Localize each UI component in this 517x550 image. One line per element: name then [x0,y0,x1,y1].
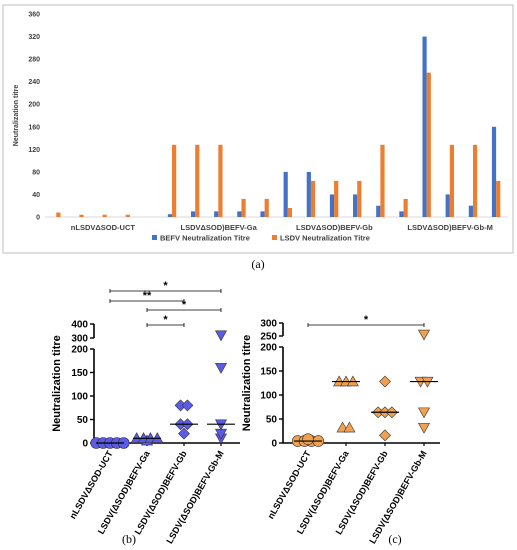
group-label: nLSDVΔSOD-UCT [71,223,136,232]
y-tick-label: 240 [28,79,40,86]
bar-befv [306,171,311,217]
data-point [178,427,190,440]
data-point [214,363,228,374]
bar-lsdv [403,198,408,217]
bar-lsdv [79,214,84,217]
y-tick-label: 320 [28,34,40,41]
y-tick-label: 100 [260,391,277,402]
data-point [379,375,391,388]
bar-befv [260,211,265,217]
group-label: LSDVΔSOD)BEFV-Gb-M [407,223,492,232]
y-tick-label: 200 [71,345,88,356]
y-tick-label: 300 [260,319,277,330]
y-axis-title: Neutralization titre [13,85,20,147]
significance-label: * [364,314,369,326]
bar-lsdv [449,144,455,217]
bar-lsdv [426,72,431,218]
bar-lsdv [472,144,478,217]
data-point [181,399,194,412]
bar-lsdv [357,180,362,217]
bar-befv [190,211,196,217]
legend-swatch [272,235,277,240]
y-tick-label: 80 [32,169,40,176]
data-point [417,422,431,434]
y-tick-label: 300 [71,334,88,345]
bar-befv [329,194,335,217]
legend-swatch [152,235,157,240]
bar-befv [422,36,427,217]
group-label: LSDVΔSOD)BEFV-Ga [181,223,258,232]
significance-label: ** [143,290,152,302]
y-tick-label: 280 [28,57,40,64]
bar-befv [167,214,173,217]
bar-lsdv [496,180,501,217]
y-tick-label: 0 [271,439,277,450]
y-tick-label: 150 [71,368,88,379]
legend-label: BEFV Neutralization Titre [160,234,250,243]
bar-lsdv [264,198,269,217]
bar-befv [445,194,450,217]
data-point [417,407,431,419]
data-point [379,429,391,442]
panel-label: (c) [388,532,401,546]
y-tick-label: 360 [28,12,40,19]
legend-label: LSDV Neutralization Titre [280,234,370,243]
bar-lsdv [125,214,130,217]
y-tick-label: 250 [260,332,277,343]
bar-lsdv [241,198,246,217]
bar-lsdv [218,144,223,217]
bar-befv [353,194,358,217]
bar-lsdv [102,214,107,217]
data-point [417,329,431,341]
y-tick-label: 160 [28,124,40,131]
bar-befv [376,205,381,217]
bar-befv [214,211,219,217]
bar-befv [468,205,473,217]
y-tick-label: 50 [266,415,278,426]
y-tick-label: 100 [71,392,88,403]
bar-befv [399,211,404,217]
significance-label: * [182,299,187,311]
bar-lsdv [380,144,385,217]
y-tick-label: 0 [36,215,40,222]
data-point [302,433,314,445]
y-tick-label: 150 [260,367,277,378]
y-axis-title: Neutralization titre [51,335,63,432]
chart-a-frame [2,4,514,254]
significance-label: * [163,314,168,326]
y-tick-label: 200 [260,343,277,354]
y-tick-label: 50 [77,415,89,426]
data-point [343,421,356,433]
y-tick-label: 200 [28,102,40,109]
bar-lsdv [195,144,200,217]
bar-befv [237,211,242,217]
y-tick-label: 40 [32,192,40,199]
data-point [214,330,228,342]
bar-lsdv [287,207,292,217]
bar-lsdv [172,144,177,217]
bar-befv [283,171,288,217]
y-tick-label: 0 [82,439,88,450]
bar-lsdv [334,180,339,217]
bar-lsdv [56,212,61,217]
y-axis-title: Neutralization titre [241,335,253,432]
group-label: LSDVΔSOD)BEFV-Gb [296,223,373,232]
panel-label-a: (a) [251,257,264,271]
y-tick-label: 120 [28,147,40,154]
y-tick-label: 400 [71,320,88,331]
bar-lsdv [310,180,316,217]
significance-label: * [163,280,168,292]
panel-label: (b) [122,532,136,546]
bar-befv [491,126,497,217]
